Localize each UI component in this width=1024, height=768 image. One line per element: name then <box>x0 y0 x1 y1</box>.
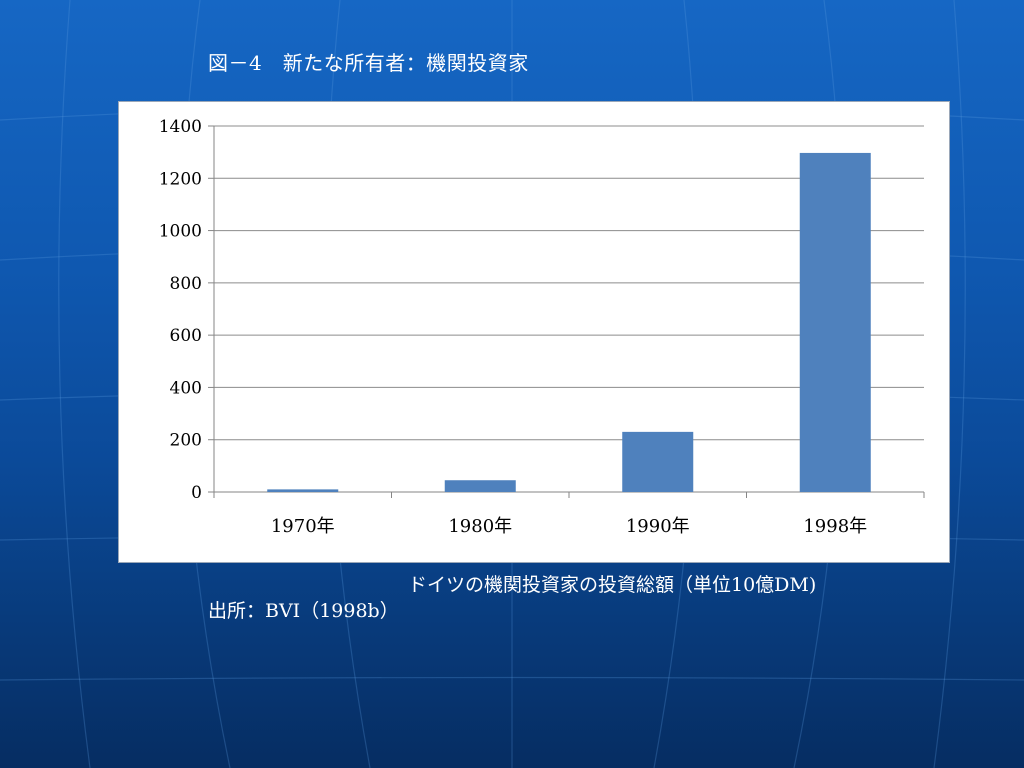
source-note: 出所：BVI（1998b） <box>208 600 399 622</box>
bar-chart: 0 200 400 600 800 1000 1200 1400 1970年 1980年 1990年… <box>159 117 925 537</box>
x-tick-label: 1980年 <box>448 516 512 537</box>
bar <box>799 152 871 493</box>
y-tick-label: 200 <box>170 431 202 451</box>
bar <box>444 480 516 492</box>
x-tick-label: 1990年 <box>626 516 690 537</box>
chart-caption: ドイツの機関投資家の投資総額（単位10億DM) <box>408 574 817 596</box>
y-tick-label: 600 <box>170 326 202 346</box>
bar <box>267 489 339 492</box>
x-tick-label: 1998年 <box>803 516 867 537</box>
y-tick-label: 1400 <box>159 117 202 137</box>
y-tick-label: 400 <box>170 378 202 398</box>
chart-container: 0 200 400 600 800 1000 1200 1400 1970年 1980年 1990年… <box>118 101 950 563</box>
y-tick-label: 0 <box>191 483 202 503</box>
y-tick-label: 1200 <box>159 169 202 189</box>
x-tick-label: 1970年 <box>271 516 335 537</box>
y-tick-label: 1000 <box>159 222 202 242</box>
bar <box>622 431 694 492</box>
slide-title: 図－4 新たな所有者：機関投資家 <box>208 51 529 75</box>
y-tick-label: 800 <box>170 274 202 294</box>
